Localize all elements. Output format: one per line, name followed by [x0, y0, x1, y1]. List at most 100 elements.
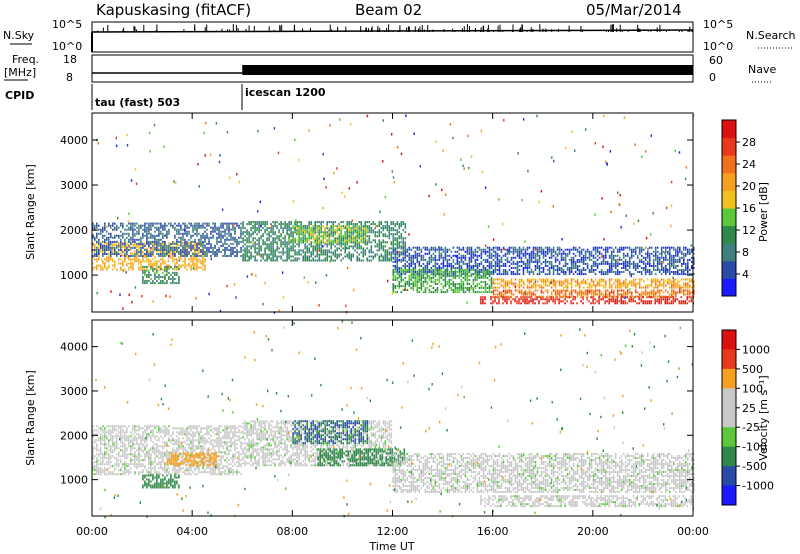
- heatmap-cell-r3: [308, 243, 310, 246]
- heatmap-cell-r4: [300, 239, 302, 242]
- heatmap-cell-r1: [200, 249, 202, 251]
- heatmap-cell-r3: [382, 227, 385, 230]
- heatmap-cell-r4: [350, 233, 352, 236]
- heatmap-cell-r4: [294, 227, 296, 230]
- heatmap-cell-r3: [308, 257, 310, 260]
- heatmap-cell-r8: [662, 291, 665, 294]
- heatmap-cell-r1: [108, 242, 110, 245]
- heatmap-cell-r5: [466, 252, 469, 255]
- heatmap-cell-r8: [612, 295, 615, 298]
- heatmap-cell-r6: [468, 274, 471, 277]
- heatmap-cell-r3: [338, 243, 340, 246]
- heatmap-cell-r5: [648, 246, 651, 249]
- heatmap-cell-r5: [466, 246, 469, 249]
- heatmap-cell-r2: [144, 269, 146, 272]
- heatmap-cell-r1: [176, 228, 178, 231]
- heatmap-cell-r0: [124, 268, 126, 271]
- heatmap-cell-r5: [592, 260, 595, 263]
- heatmap-cell-r0: [118, 258, 120, 261]
- heatmap-cell-r1: [218, 240, 220, 243]
- heatmap-cell-r2: [158, 282, 160, 285]
- heatmap-cell-r3: [366, 259, 369, 262]
- heatmap-cell-r2: [150, 267, 152, 270]
- heatmap-cell-r7: [574, 298, 576, 301]
- heatmap-cell-r8: [576, 293, 579, 296]
- heatmap-cell-r5: [530, 256, 533, 259]
- heatmap-cell-r1: [194, 222, 196, 225]
- heatmap-cell-r1: [190, 234, 192, 237]
- heatmap-cell-r1: [126, 246, 128, 249]
- heatmap-cell-r3: [288, 229, 290, 232]
- heatmap-cell-r0: [196, 268, 198, 271]
- heatmap-cell-r0: [154, 244, 156, 247]
- heatmap-cell-r7: [644, 300, 646, 303]
- heatmap-cell-r0: [162, 262, 164, 265]
- heatmap-cell-r8: [522, 291, 525, 294]
- heatmap-cell-r1: [144, 228, 146, 231]
- heatmap-cell-r5: [522, 273, 525, 276]
- heatmap-cell-r3: [334, 255, 336, 258]
- heatmap-cell-r3: [392, 243, 395, 246]
- heatmap-cell-r5: [428, 248, 431, 251]
- heatmap-cell-r5: [456, 256, 459, 259]
- heatmap-cell-r6: [474, 278, 477, 281]
- heatmap-cell-r1: [96, 232, 98, 235]
- heatmap-cell-r3: [306, 225, 308, 228]
- heatmap-cell-r1: [226, 242, 228, 245]
- heatmap-cell-r1: [140, 240, 142, 243]
- heatmap-cell-r5: [648, 258, 651, 261]
- heatmap-cell-r5: [675, 258, 677, 261]
- heatmap-cell-r3: [278, 255, 280, 258]
- heatmap-cell-r7: [640, 298, 642, 301]
- heatmap-cell-r5: [498, 258, 501, 261]
- heatmap-cell-r3: [304, 235, 306, 238]
- heatmap-cell-r8: [556, 293, 559, 296]
- heatmap-cell-r3: [258, 253, 260, 256]
- heatmap-cell-r6: [414, 283, 417, 285]
- heatmap-cell-r1: [158, 255, 160, 257]
- heatmap-cell-r1: [182, 238, 184, 241]
- heatmap-cell-r3: [248, 255, 250, 258]
- heatmap-cell-r1: [218, 246, 220, 249]
- heatmap-cell-r5: [538, 271, 541, 273]
- heatmap-cell-r5: [506, 250, 509, 253]
- heatmap-cell-r0: [144, 260, 146, 263]
- heatmap-cell-r5: [504, 262, 507, 265]
- heatmap-cell-r8: [604, 295, 607, 298]
- heatmap-cell-r3: [272, 225, 274, 228]
- heatmap-cell-r5: [426, 252, 429, 255]
- heatmap-cell-r6: [438, 280, 441, 283]
- heatmap-cell-r1: [152, 224, 154, 227]
- heatmap-cell-r3: [360, 235, 362, 238]
- heatmap-cell-r2: [162, 282, 164, 285]
- heatmap-cell-r3: [350, 257, 352, 260]
- heatmap-cell-r5: [516, 260, 519, 263]
- heatmap-cell-r4: [302, 227, 304, 230]
- heatmap-cell-r7: [550, 298, 552, 301]
- heatmap-cell-r6: [482, 287, 485, 289]
- heatmap-cell-r3: [266, 255, 268, 258]
- heatmap-cell-r3: [270, 243, 272, 246]
- heatmap-cell-r5: [598, 250, 601, 253]
- heatmap-cell-r1: [184, 246, 186, 249]
- heatmap-cell-r3: [276, 259, 278, 262]
- heatmap-cell-r3: [314, 255, 316, 258]
- heatmap-cell-r0: [138, 246, 140, 249]
- heatmap-cell-r5: [673, 267, 675, 269]
- heatmap-cell-r2: [148, 276, 150, 278]
- heatmap-cell-r0: [134, 256, 136, 259]
- heatmap-cell-r3: [360, 247, 362, 250]
- heatmap-cell-r8: [608, 295, 611, 298]
- heatmap-cell-r3: [396, 223, 399, 226]
- heatmap-cell-r1: [96, 222, 98, 225]
- heatmap-cell-r1: [194, 224, 196, 227]
- heatmap-cell-r3: [370, 231, 373, 234]
- heatmap-cell-r1: [114, 226, 116, 229]
- heatmap-cell-r0: [160, 264, 162, 267]
- heatmap-cell-r6: [468, 291, 471, 294]
- heatmap-cell-r0: [114, 242, 116, 245]
- heatmap-cell-r3: [300, 233, 302, 236]
- heatmap-cell-r5: [628, 246, 631, 249]
- heatmap-cell-r3: [296, 233, 298, 236]
- heatmap-cell-r1: [140, 255, 142, 257]
